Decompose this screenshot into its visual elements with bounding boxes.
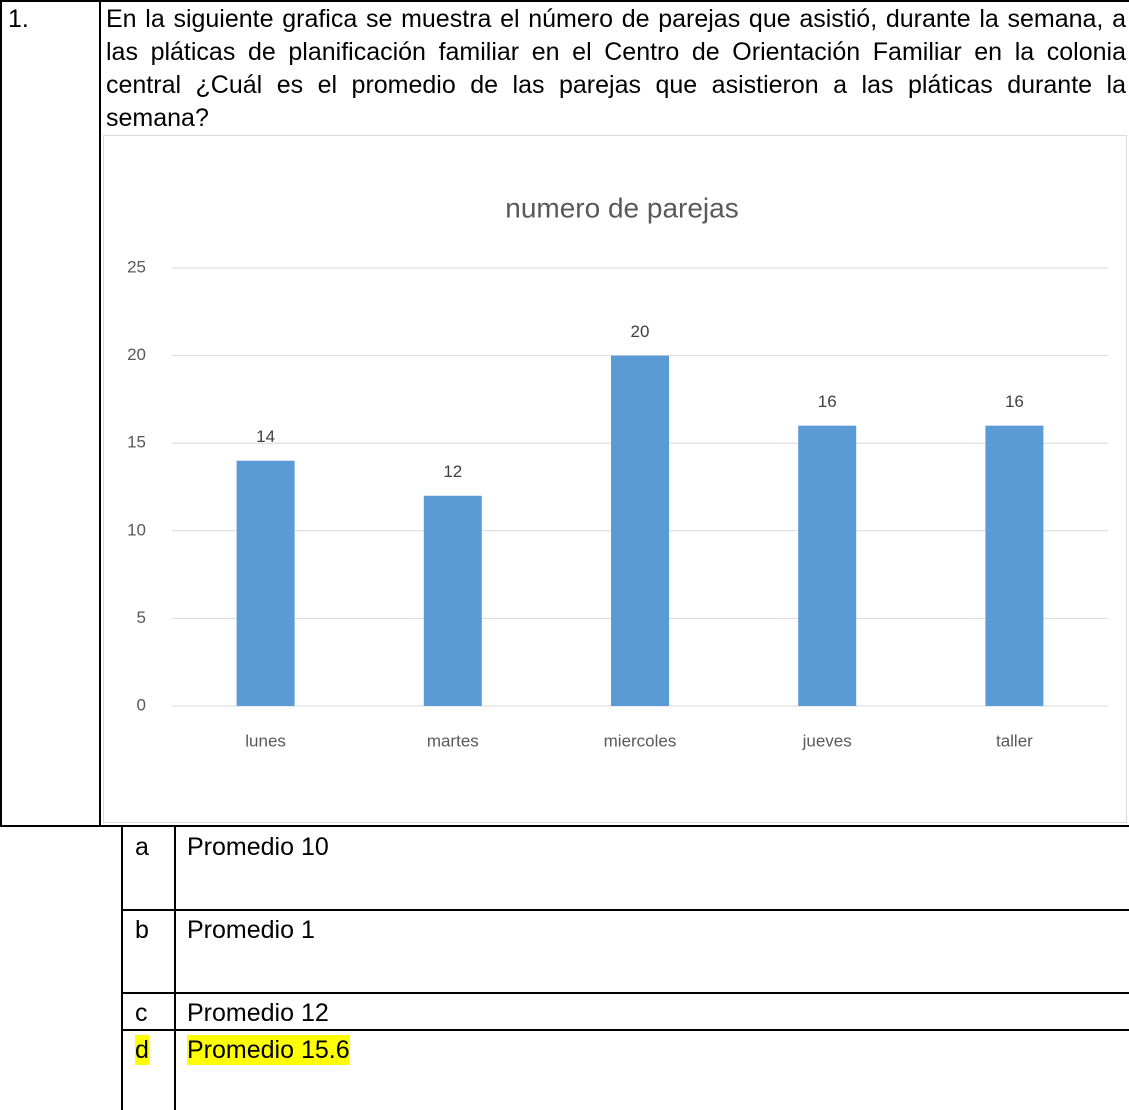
question-number: 1.	[8, 5, 29, 33]
y-tick-label: 15	[127, 433, 146, 452]
data-label: 14	[256, 427, 275, 446]
option-letter: a	[135, 833, 149, 861]
option-line	[121, 992, 1129, 994]
option-text: Promedio 1	[187, 916, 315, 944]
chart: numero de parejas 0 5 10 15 20 25 lunes 14 marte…	[103, 135, 1127, 823]
option-letter-divider	[174, 826, 176, 1110]
option-text: Promedio 15.6	[187, 1035, 350, 1065]
option-text: Promedio 10	[187, 833, 329, 861]
y-tick-label: 0	[137, 695, 146, 714]
x-tick-label: lunes	[245, 731, 286, 750]
question-table	[0, 0, 1129, 827]
bar	[611, 355, 669, 706]
data-label: 12	[443, 462, 462, 481]
option-letter: c	[135, 999, 148, 1027]
y-tick-label: 10	[127, 520, 146, 539]
data-label: 20	[631, 322, 650, 341]
option-line	[121, 1029, 1129, 1031]
option-letter: b	[135, 916, 149, 944]
chart-title: numero de parejas	[505, 192, 738, 223]
y-tick-label: 5	[137, 608, 146, 627]
bar	[985, 425, 1044, 706]
x-tick-label: martes	[427, 731, 479, 750]
question-text: En la siguiente grafica se muestra el nú…	[106, 5, 1126, 132]
option-text: Promedio 12	[187, 999, 329, 1027]
bar	[798, 425, 857, 706]
y-tick-label: 20	[127, 345, 146, 364]
x-tick-label: taller	[996, 731, 1033, 750]
option-left-border	[121, 826, 123, 1110]
option-letter: d	[135, 1035, 149, 1065]
y-tick-label: 25	[127, 257, 146, 276]
data-label: 16	[818, 392, 837, 411]
data-label: 16	[1005, 392, 1024, 411]
bar	[236, 460, 295, 706]
x-tick-label: miercoles	[604, 731, 677, 750]
option-line	[121, 909, 1129, 911]
bar	[423, 495, 482, 706]
x-tick-label: jueves	[802, 731, 852, 750]
column-divider	[99, 0, 101, 827]
